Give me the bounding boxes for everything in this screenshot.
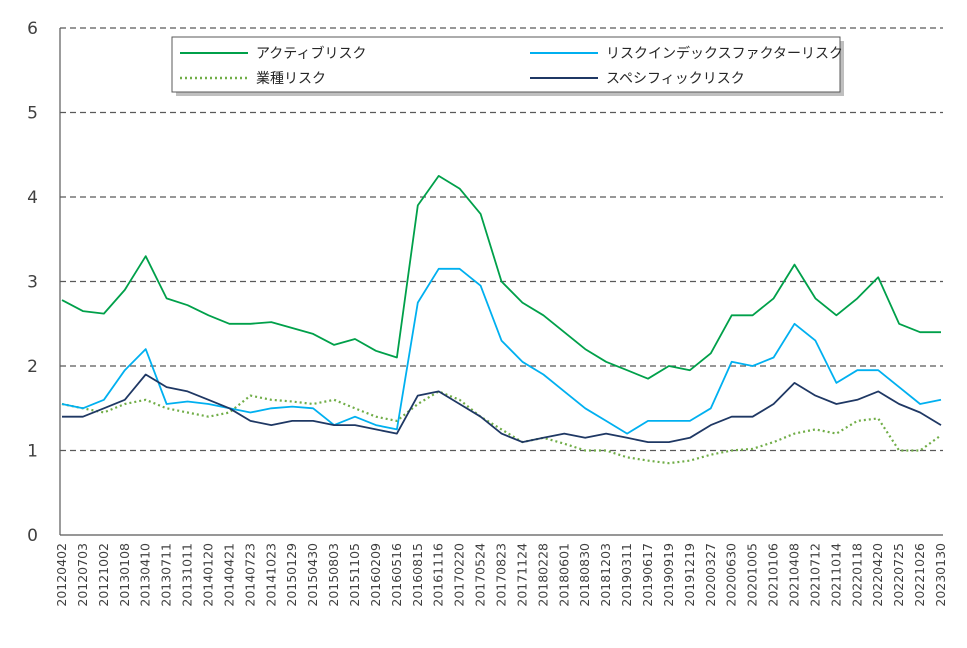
- y-tick-label: 3: [27, 273, 38, 293]
- x-tick-label: 20211014: [828, 543, 843, 607]
- x-tick-label: 20151105: [347, 543, 362, 607]
- series-line-3: [62, 373, 942, 444]
- x-tick-label: 20131011: [180, 543, 195, 607]
- legend-label-0: アクティブリスク: [256, 45, 366, 62]
- x-tick-label: 20221026: [912, 543, 927, 607]
- x-tick-label: 20201005: [745, 543, 760, 607]
- legend-label-3: スペシフィックリスク: [606, 71, 745, 87]
- series-lines: [61, 174, 942, 465]
- x-tick-label: 20150129: [284, 543, 299, 607]
- x-tick-label: 20150803: [326, 543, 341, 607]
- x-tick-label: 20160209: [368, 543, 383, 607]
- x-tick-label: 20141023: [263, 543, 278, 607]
- x-tick-label: 20200327: [703, 543, 718, 607]
- series-line-1: [61, 390, 942, 465]
- x-tick-label: 20171124: [514, 543, 529, 607]
- x-tick-labels: 20120402 20120703 20121002 20130108 20130410…: [54, 543, 948, 607]
- x-tick-label: 20120402: [54, 543, 69, 607]
- x-tick-label: 20121002: [96, 543, 111, 607]
- legend-label-2: リスクインデックスファクターリスク: [606, 45, 843, 62]
- x-tick-label: 20130410: [138, 543, 153, 607]
- x-tick-label: 20181203: [598, 543, 613, 607]
- x-tick-label: 20180601: [556, 543, 571, 607]
- x-tick-label: 20140723: [242, 543, 257, 607]
- x-tick-label: 20190617: [640, 543, 655, 607]
- y-tick-labels: 0 1 2 3 4 5 6: [27, 19, 38, 546]
- x-tick-label: 20190919: [661, 543, 676, 607]
- y-tick-label: 2: [27, 357, 38, 377]
- x-tick-label: 20140120: [201, 543, 216, 607]
- x-tick-label: 20220420: [870, 543, 885, 607]
- x-tick-label: 20160815: [410, 543, 425, 607]
- x-tick-label: 20120703: [75, 543, 90, 607]
- y-tick-label: 0: [27, 526, 38, 546]
- series-line-0: [61, 174, 941, 380]
- x-tick-label: 20170524: [473, 543, 488, 607]
- legend-label-1: 業種リスク: [256, 71, 326, 87]
- y-tick-label: 6: [27, 19, 38, 39]
- x-tick-label: 20170823: [494, 543, 509, 607]
- x-tick-label: 20130711: [159, 543, 174, 607]
- y-tick-label: 1: [27, 442, 38, 462]
- x-tick-label: 20230130: [933, 543, 948, 607]
- x-tick-label: 20191219: [682, 543, 697, 607]
- x-tick-label: 20210408: [787, 543, 802, 607]
- x-tick-label: 20140421: [221, 543, 236, 607]
- y-tick-label: 4: [27, 188, 38, 208]
- x-tick-label: 20180228: [535, 543, 550, 607]
- x-tick-label: 20150430: [305, 543, 320, 607]
- legend-box: [171, 36, 841, 93]
- series-line-2: [61, 267, 942, 435]
- x-tick-label: 20170220: [452, 543, 467, 607]
- x-tick-label: 20210106: [766, 543, 781, 607]
- x-tick-label: 20161116: [431, 543, 446, 607]
- x-tick-label: 20210712: [807, 543, 822, 607]
- x-tick-label: 20180830: [577, 543, 592, 607]
- axes: [59, 28, 943, 536]
- x-tick-label: 20130108: [117, 543, 132, 607]
- x-tick-label: 20220725: [891, 543, 906, 607]
- x-tick-label: 20220118: [849, 543, 864, 607]
- x-tick-label: 20160516: [389, 543, 404, 607]
- grid-lines: [60, 27, 943, 452]
- x-tick-label: 20200630: [724, 543, 739, 607]
- x-tick-label: 20190311: [619, 543, 634, 607]
- y-tick-label: 5: [27, 104, 38, 124]
